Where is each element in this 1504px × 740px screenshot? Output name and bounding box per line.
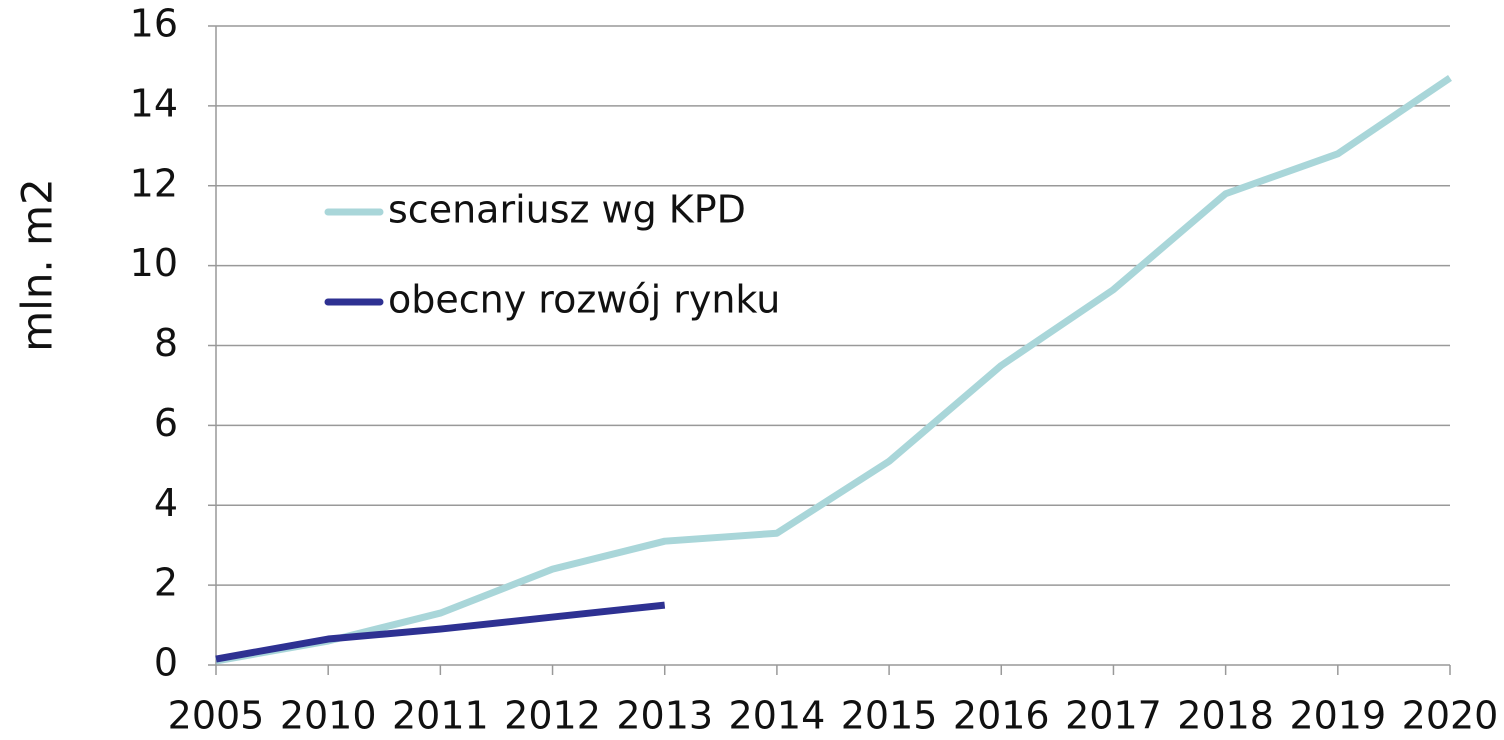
y-tick-label: 2 (154, 561, 178, 605)
x-tick-label: 2012 (504, 694, 601, 738)
x-tick-label: 2014 (729, 694, 826, 738)
y-axis-label: mln. m2 (13, 178, 62, 352)
x-tick-label: 2020 (1402, 694, 1499, 738)
x-tick-label: 2016 (953, 694, 1050, 738)
y-tick-label: 14 (130, 81, 178, 125)
x-tick-label: 2015 (841, 694, 938, 738)
x-tick-label: 2005 (168, 694, 265, 738)
y-tick-label: 4 (154, 481, 178, 525)
y-tick-label: 12 (130, 161, 178, 205)
x-tick-label: 2019 (1289, 694, 1386, 738)
y-tick-label: 6 (154, 401, 178, 445)
series-line (215, 75, 1452, 665)
x-tick-label: 2017 (1065, 694, 1162, 738)
x-tick-label: 2013 (616, 694, 713, 738)
x-tick-label: 2018 (1177, 694, 1274, 738)
legend-label: obecny rozwój rynku (388, 278, 780, 322)
y-tick-label: 16 (130, 2, 178, 46)
y-tick-label: 8 (154, 321, 178, 365)
x-tick-label: 2010 (280, 694, 377, 738)
x-tick-label: 2011 (392, 694, 489, 738)
legend-label: scenariusz wg KPD (388, 188, 746, 232)
y-tick-label: 10 (130, 241, 178, 285)
y-tick-label: 0 (154, 641, 178, 685)
series-line (215, 601, 666, 663)
